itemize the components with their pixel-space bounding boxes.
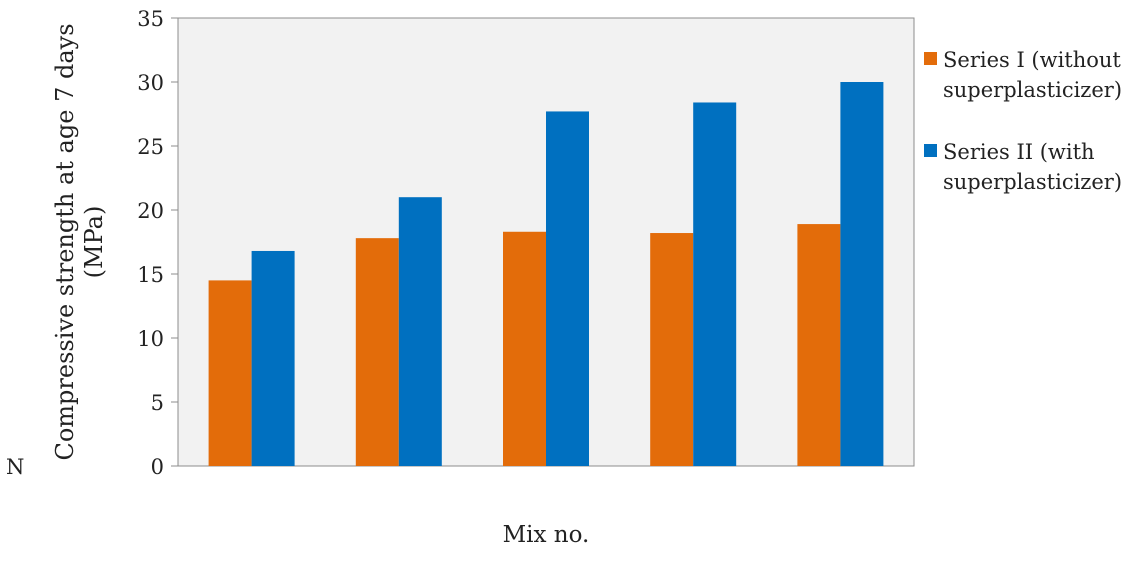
bar-series-1-mix-4 <box>650 233 694 466</box>
legend-swatch-series-2 <box>924 144 937 157</box>
legend-label-series-1: Series I (without <box>943 48 1121 72</box>
legend-label-series-2: superplasticizer) <box>943 170 1122 194</box>
stray-label: N <box>6 455 24 479</box>
bar-series-2-mix-5 <box>840 82 884 466</box>
y-axis-label-line-2: (MPa) <box>80 206 108 279</box>
bar-series-2-mix-3 <box>546 111 589 466</box>
y-tick-label: 10 <box>137 327 164 351</box>
legend-label-series-2: Series II (with <box>943 140 1095 164</box>
bar-series-1-mix-3 <box>503 231 546 466</box>
bar-series-1-mix-2 <box>355 238 399 466</box>
bar-series-2-mix-1 <box>251 250 295 466</box>
x-axis-label: Mix no. <box>503 522 590 548</box>
bar-series-1-mix-1 <box>208 280 252 466</box>
legend-swatch-series-1 <box>924 52 937 65</box>
bars-group <box>208 82 884 466</box>
y-tick-label: 30 <box>137 71 164 95</box>
y-tick-label: 5 <box>151 391 164 415</box>
bar-series-2-mix-2 <box>398 197 442 466</box>
y-axis-label-line-1: Compressive strength at age 7 days <box>51 23 79 460</box>
y-tick-label: 25 <box>137 135 164 159</box>
bar-series-1-mix-5 <box>797 224 841 466</box>
y-axis-ticks: 0 5 10 15 20 25 30 35 <box>137 7 178 479</box>
y-tick-label: 35 <box>137 7 164 31</box>
y-tick-label: 15 <box>137 263 164 287</box>
bar-series-2-mix-4 <box>693 102 737 466</box>
legend-label-series-1: superplasticizer) <box>943 78 1122 102</box>
y-tick-label: 0 <box>151 455 164 479</box>
legend: Series I (without superplasticizer) Series… <box>924 48 1122 194</box>
y-tick-label: 20 <box>137 199 164 223</box>
